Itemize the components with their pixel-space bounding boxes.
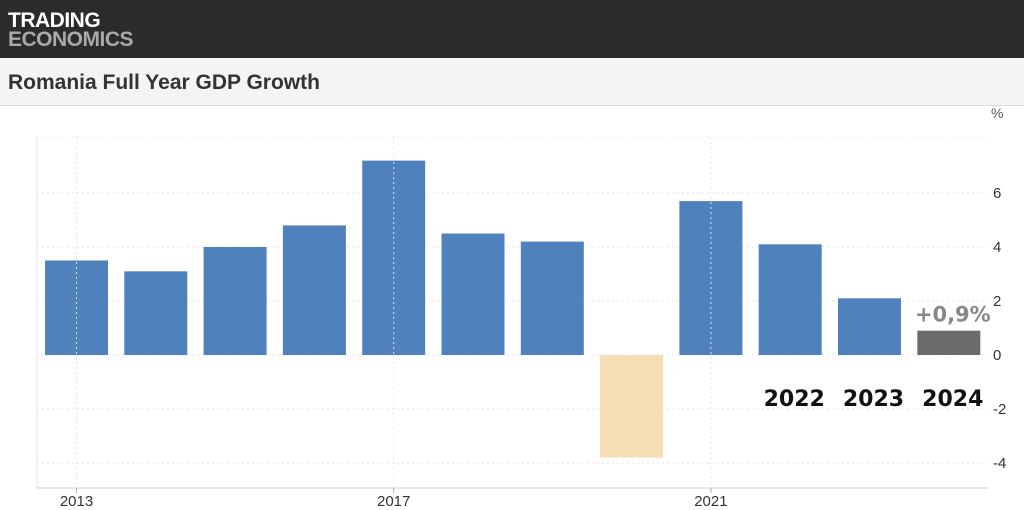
bar-2020 bbox=[600, 355, 664, 458]
y-tick-label: 6 bbox=[993, 185, 1001, 202]
y-tick-label: -4 bbox=[993, 455, 1006, 472]
bar-2016 bbox=[282, 225, 346, 355]
x-tick-label: 2017 bbox=[377, 493, 410, 510]
y-unit-label: % bbox=[991, 105, 1003, 121]
title-bar: Romania Full Year GDP Growth bbox=[0, 58, 1024, 106]
y-tick-label: 0 bbox=[993, 347, 1001, 364]
year-annotation-2024: 2024 bbox=[922, 387, 983, 412]
bar-2018 bbox=[441, 233, 505, 355]
last-value-label: +0,9% bbox=[915, 303, 991, 327]
brand-logo-economics[interactable]: ECONOMICS bbox=[8, 28, 134, 51]
page-title: Romania Full Year GDP Growth bbox=[8, 71, 320, 94]
bar-2022 bbox=[758, 244, 822, 355]
year-annotation-2023: 2023 bbox=[843, 387, 904, 412]
x-tick-label: 2013 bbox=[60, 493, 93, 510]
header-bar: TRADING ECONOMICS bbox=[0, 0, 1024, 58]
bar-2014 bbox=[124, 271, 188, 355]
brand-logo-trading[interactable]: TRADING bbox=[8, 9, 101, 32]
bar-2015 bbox=[203, 247, 267, 355]
year-annotation-2022: 2022 bbox=[764, 387, 825, 412]
y-tick-label: 2 bbox=[993, 293, 1001, 310]
bar-2023 bbox=[838, 298, 901, 355]
x-tick-label: 2021 bbox=[694, 493, 727, 510]
y-tick-label: -2 bbox=[993, 401, 1006, 418]
y-tick-label: 4 bbox=[993, 239, 1001, 256]
bar-2024 bbox=[917, 330, 981, 355]
bar-2019 bbox=[520, 241, 584, 355]
